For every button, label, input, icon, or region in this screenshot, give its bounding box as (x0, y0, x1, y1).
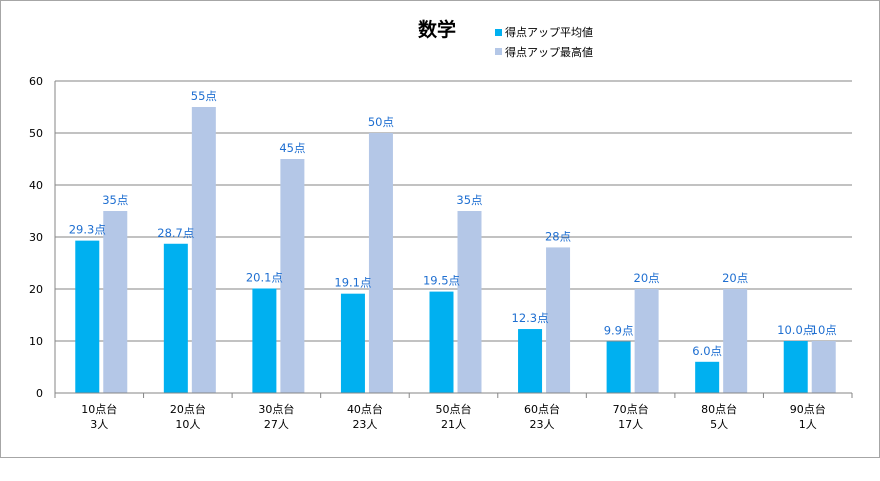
data-label-average: 19.1点 (334, 276, 371, 290)
bar-average (252, 288, 277, 393)
x-category-label: 20点台 (170, 402, 206, 416)
y-tick-label: 40 (29, 179, 43, 192)
data-label-average: 9.9点 (604, 324, 634, 338)
x-category-label: 10点台 (81, 402, 117, 416)
bar-max (723, 289, 748, 393)
data-label-max: 45点 (279, 141, 305, 155)
data-labels: 29.3点 35点 28.7点 55点 20.1点 45点 19.1点 50点 19.5点 35点… (69, 89, 837, 358)
data-label-average: 10.0点 (777, 323, 814, 337)
chart-frame: 数学 得点アップ平均値 得点アップ最高値 0 10 20 30 40 50 60 29.3点… (0, 0, 880, 458)
bars (75, 107, 836, 393)
data-label-max: 20点 (634, 271, 660, 285)
x-category-label: 60点台 (524, 402, 560, 416)
x-category-count: 21人 (441, 418, 466, 431)
legend-label-average: 得点アップ平均値 (505, 26, 593, 39)
data-label-max: 55点 (191, 89, 217, 103)
data-label-max: 28点 (545, 229, 571, 243)
legend-label-max: 得点アップ最高値 (505, 45, 593, 59)
bar-average (429, 291, 454, 393)
x-category-label: 70点台 (613, 402, 649, 416)
legend-swatch-max (495, 48, 502, 55)
y-tick-label: 10 (29, 335, 43, 348)
x-category-label: 80点台 (701, 402, 737, 416)
chart-title: 数学 (418, 18, 456, 41)
x-category-count: 23人 (352, 418, 377, 431)
data-label-average: 28.7点 (157, 226, 194, 240)
data-label-max: 20点 (722, 271, 748, 285)
bar-average (606, 341, 631, 393)
chart-svg: 数学 得点アップ平均値 得点アップ最高値 0 10 20 30 40 50 60 29.3点… (29, 18, 853, 431)
x-category-count: 5人 (710, 418, 728, 431)
data-label-average: 19.5点 (423, 274, 460, 288)
x-axis: 10点台 3人 20点台 10人 30点台 27人 40点台 23人 50点台 21人 60点台 23… (54, 392, 853, 431)
data-label-max: 10点 (811, 323, 837, 337)
y-tick-label: 20 (29, 283, 43, 296)
y-tick-label: 60 (29, 75, 43, 88)
x-category-label: 30点台 (258, 402, 294, 416)
x-category-count: 23人 (530, 418, 555, 431)
x-category-label: 50点台 (436, 402, 472, 416)
bar-max (546, 247, 571, 393)
bar-max (280, 159, 305, 393)
y-tick-label: 50 (29, 127, 43, 140)
legend: 得点アップ平均値 得点アップ最高値 (495, 26, 593, 59)
bar-average (518, 329, 543, 393)
bar-average (783, 341, 808, 393)
data-label-max: 50点 (368, 115, 394, 129)
x-category-label: 40点台 (347, 402, 383, 416)
x-category-count: 17人 (618, 418, 643, 431)
x-category-count: 3人 (90, 418, 108, 431)
y-axis: 0 10 20 30 40 50 60 (29, 75, 56, 400)
bar-max (103, 211, 128, 393)
data-label-max: 35点 (456, 193, 482, 207)
x-category-count: 1人 (799, 418, 817, 431)
x-category-label: 90点台 (790, 402, 826, 416)
y-tick-label: 0 (36, 387, 43, 400)
x-category-count: 10人 (175, 418, 200, 431)
bar-max (634, 289, 659, 393)
x-category-count: 27人 (264, 418, 289, 431)
legend-swatch-average (495, 29, 502, 36)
bar-average (695, 361, 720, 393)
data-label-max: 35点 (102, 193, 128, 207)
bar-max (811, 341, 836, 393)
bar-max (368, 133, 393, 393)
data-label-average: 6.0点 (692, 344, 722, 358)
y-tick-label: 30 (29, 231, 43, 244)
bar-max (457, 211, 482, 393)
data-label-average: 20.1点 (246, 270, 283, 284)
bar-average (340, 293, 365, 393)
data-label-average: 29.3点 (69, 223, 106, 237)
bar-average (163, 243, 188, 393)
data-label-average: 12.3点 (512, 311, 549, 325)
bar-max (191, 107, 216, 393)
bar-average (75, 240, 100, 393)
